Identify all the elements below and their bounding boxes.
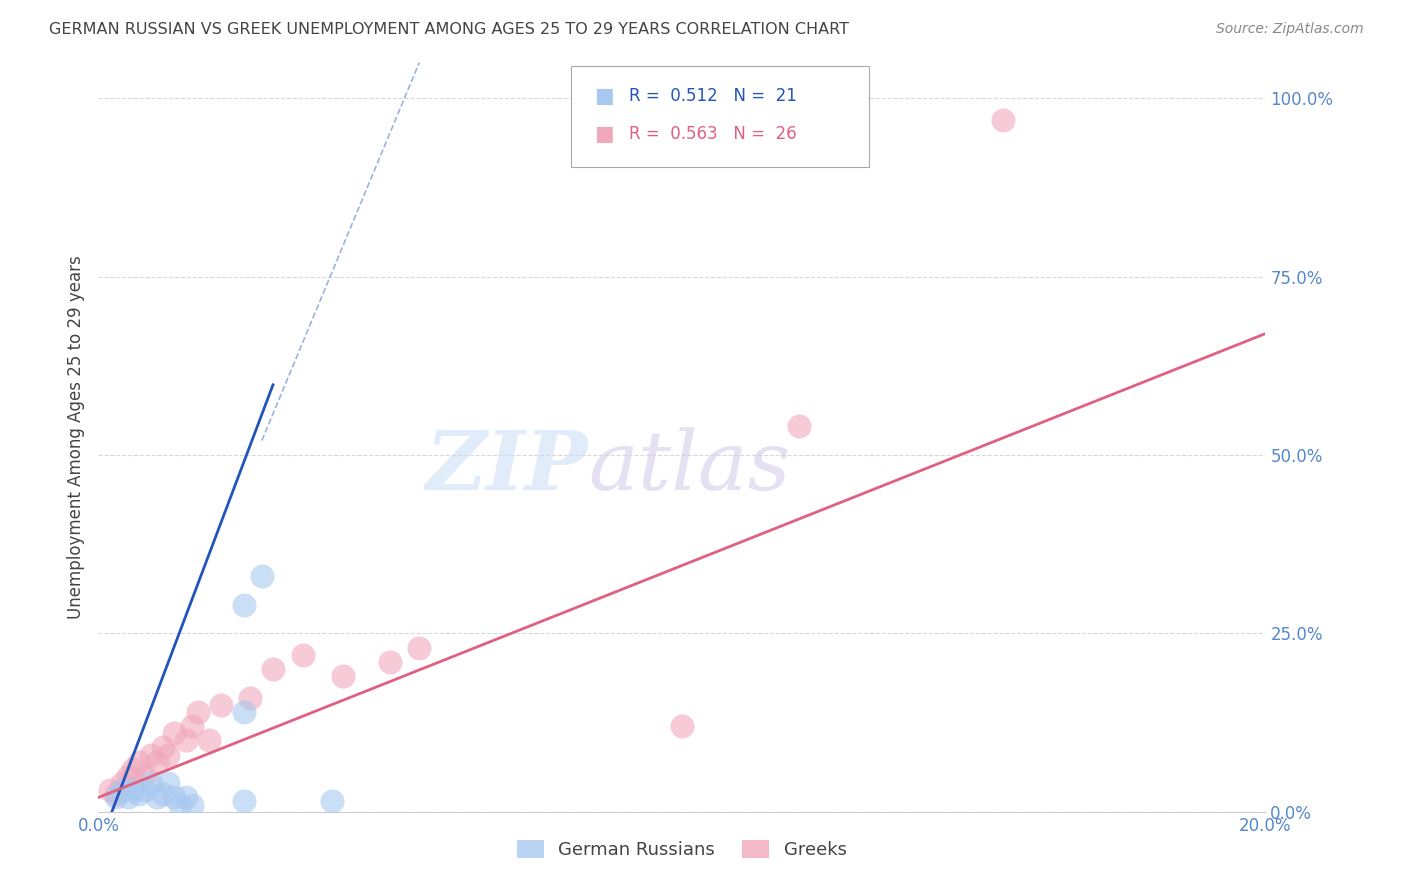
Point xyxy=(157,747,180,762)
FancyBboxPatch shape xyxy=(571,66,869,168)
Point xyxy=(180,797,202,812)
Text: Source: ZipAtlas.com: Source: ZipAtlas.com xyxy=(1216,22,1364,37)
Point xyxy=(641,112,664,127)
Point xyxy=(250,569,273,583)
Y-axis label: Unemployment Among Ages 25 to 29 years: Unemployment Among Ages 25 to 29 years xyxy=(66,255,84,619)
Text: atlas: atlas xyxy=(589,427,792,507)
Point xyxy=(321,794,343,808)
Point xyxy=(198,733,221,747)
Point xyxy=(233,794,256,808)
Point xyxy=(128,787,150,801)
Point xyxy=(262,662,284,676)
Point xyxy=(233,598,256,612)
Point xyxy=(991,112,1014,127)
Point xyxy=(152,740,174,755)
Point xyxy=(111,776,134,790)
Point xyxy=(209,698,232,712)
Point xyxy=(174,790,197,805)
Point xyxy=(332,669,354,683)
Text: R =  0.563   N =  26: R = 0.563 N = 26 xyxy=(630,125,797,143)
Point xyxy=(139,747,162,762)
Text: ■: ■ xyxy=(595,124,614,144)
Point xyxy=(134,783,156,797)
Point xyxy=(163,790,186,805)
Point xyxy=(111,783,134,797)
Point xyxy=(787,419,810,434)
Point xyxy=(239,690,262,705)
Point xyxy=(104,787,127,801)
Point xyxy=(128,755,150,769)
Point xyxy=(117,790,139,805)
Point xyxy=(174,733,197,747)
Text: ZIP: ZIP xyxy=(426,427,589,507)
Point xyxy=(163,726,186,740)
Text: GERMAN RUSSIAN VS GREEK UNEMPLOYMENT AMONG AGES 25 TO 29 YEARS CORRELATION CHART: GERMAN RUSSIAN VS GREEK UNEMPLOYMENT AMO… xyxy=(49,22,849,37)
Point xyxy=(671,719,693,733)
Point xyxy=(180,719,202,733)
Point xyxy=(98,783,121,797)
Point xyxy=(104,790,127,805)
Point xyxy=(139,776,162,790)
Point xyxy=(134,769,156,783)
Point xyxy=(233,705,256,719)
Text: R =  0.512   N =  21: R = 0.512 N = 21 xyxy=(630,87,797,105)
Point xyxy=(291,648,314,662)
Point xyxy=(641,112,664,127)
Point xyxy=(152,787,174,801)
Point xyxy=(408,640,430,655)
Point xyxy=(146,790,169,805)
Legend: German Russians, Greeks: German Russians, Greeks xyxy=(510,832,853,866)
Point xyxy=(380,655,402,669)
Point xyxy=(157,776,180,790)
Point xyxy=(146,755,169,769)
Point xyxy=(117,769,139,783)
Point xyxy=(169,797,191,812)
Text: ■: ■ xyxy=(595,87,614,106)
Point xyxy=(187,705,209,719)
Point xyxy=(122,762,145,776)
Point xyxy=(122,783,145,797)
